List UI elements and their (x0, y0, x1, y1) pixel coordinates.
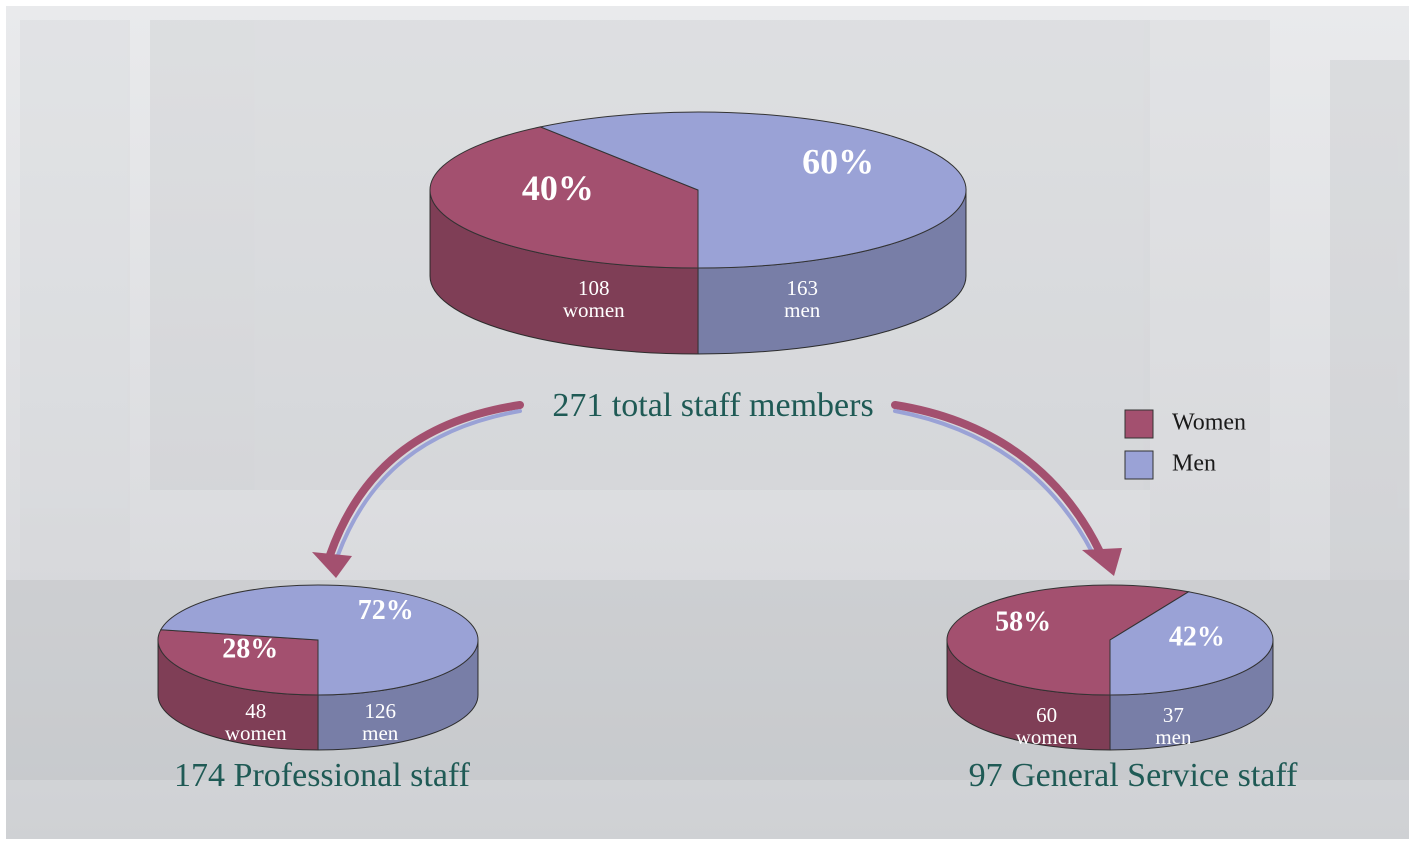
count-value: 48 (245, 699, 266, 723)
legend: Women Men (1124, 409, 1246, 480)
count-value: 37 (1163, 703, 1184, 727)
count-label: men (1155, 725, 1192, 749)
legend-label: Women (1172, 410, 1246, 436)
pie-slice (160, 584, 479, 696)
percent-label: 60% (802, 141, 874, 181)
count-label: women (1016, 725, 1078, 749)
pie-title: 174 Professional staff (174, 757, 471, 794)
legend-swatch (1124, 450, 1154, 480)
count-value: 126 (364, 699, 396, 723)
pie-slice (946, 584, 1190, 696)
pie-side-shade (947, 640, 1110, 750)
count-label: women (225, 721, 287, 745)
pie-side-shade (698, 190, 966, 354)
count-label: men (784, 298, 821, 322)
pie-side-shade (158, 640, 318, 750)
arrows (312, 401, 1122, 578)
count-value: 163 (786, 276, 818, 300)
pie-slice (1109, 591, 1274, 696)
pie-slice (429, 126, 699, 269)
percent-label: 28% (222, 633, 278, 664)
pie-side-shade (430, 190, 698, 354)
percent-label: 40% (522, 168, 594, 208)
count-label: women (563, 298, 625, 322)
count-value: 60 (1036, 703, 1057, 727)
pie-side-shade (1110, 640, 1273, 750)
count-label: men (362, 721, 399, 745)
legend-label: Men (1172, 451, 1216, 477)
percent-label: 42% (1169, 622, 1225, 653)
percent-label: 58% (995, 607, 1051, 638)
percent-label: 72% (358, 595, 414, 626)
legend-swatch (1124, 409, 1154, 439)
pie-title: 97 General Service staff (969, 757, 1299, 794)
pie-title: 271 total staff members (552, 387, 873, 424)
pie-slice (538, 111, 967, 269)
pie-slice (157, 629, 319, 696)
count-value: 108 (578, 276, 610, 300)
pie-side-shade (318, 640, 478, 750)
